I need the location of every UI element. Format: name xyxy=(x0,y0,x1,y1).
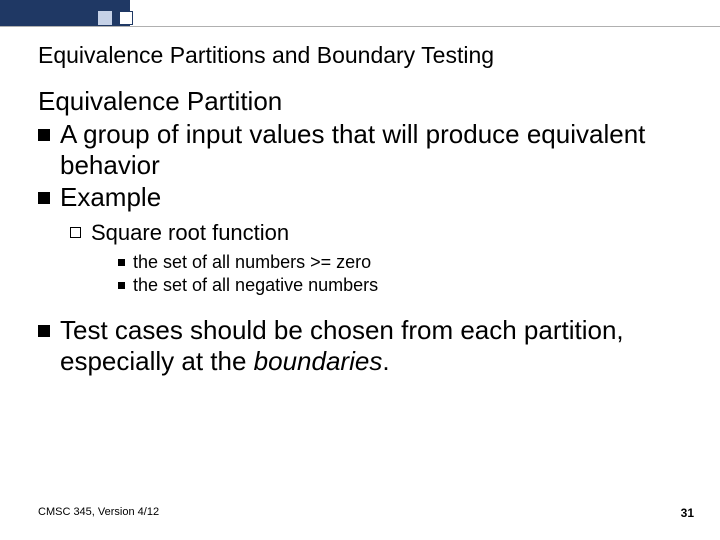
bullet-lvl2: Square root function xyxy=(70,219,678,247)
footer-left: CMSC 345, Version 4/12 xyxy=(38,506,159,518)
bullet-text-post: . xyxy=(382,346,389,376)
accent-rule xyxy=(0,26,720,27)
bullet-lvl3: the set of all negative numbers xyxy=(118,274,678,297)
bullet-lvl3: the set of all numbers >= zero xyxy=(118,251,678,274)
bullet-text: Square root function xyxy=(91,219,289,247)
slide: Equivalence Partitions and Boundary Test… xyxy=(0,0,720,540)
body-heading: Equivalence Partition xyxy=(38,86,678,117)
bullet-text: A group of input values that will produc… xyxy=(60,119,678,180)
accent-square-outline xyxy=(119,11,133,25)
bullet-text: the set of all negative numbers xyxy=(133,274,378,297)
small-square-bullet-icon xyxy=(118,282,125,289)
slide-title: Equivalence Partitions and Boundary Test… xyxy=(38,42,494,69)
page-number: 31 xyxy=(681,506,694,520)
square-bullet-icon xyxy=(38,129,50,141)
bullet-text: the set of all numbers >= zero xyxy=(133,251,371,274)
square-bullet-icon xyxy=(38,192,50,204)
hollow-square-bullet-icon xyxy=(70,227,81,238)
bullet-text: Test cases should be chosen from each pa… xyxy=(60,315,678,376)
accent-square-light xyxy=(98,11,112,25)
bullet-lvl1: A group of input values that will produc… xyxy=(38,119,678,180)
square-bullet-icon xyxy=(38,325,50,337)
bullet-text-emph: boundaries xyxy=(254,346,383,376)
bullet-lvl1: Test cases should be chosen from each pa… xyxy=(38,315,678,376)
small-square-bullet-icon xyxy=(118,259,125,266)
bullet-lvl1: Example xyxy=(38,182,678,213)
bullet-text: Example xyxy=(60,182,161,213)
slide-body: Equivalence Partition A group of input v… xyxy=(38,86,678,379)
